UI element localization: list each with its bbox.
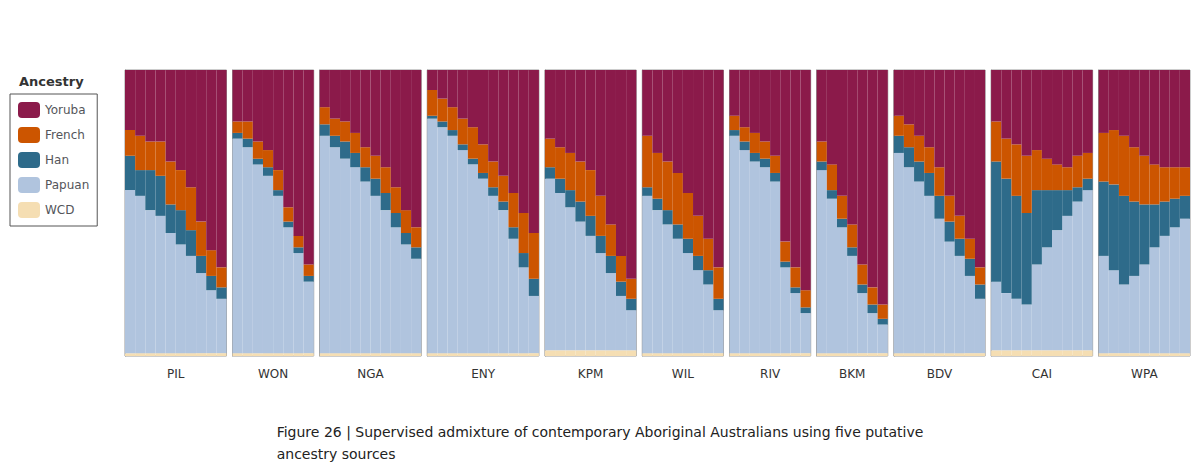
- svg-text:Han: Han: [45, 153, 69, 167]
- svg-text:ENY: ENY: [471, 367, 496, 381]
- svg-text:NGA: NGA: [357, 367, 384, 381]
- svg-text:WPA: WPA: [1131, 367, 1158, 381]
- svg-text:Yoruba: Yoruba: [44, 103, 86, 117]
- svg-text:WIL: WIL: [672, 367, 694, 381]
- svg-text:ancestry sources: ancestry sources: [277, 446, 396, 462]
- svg-text:PIL: PIL: [167, 367, 185, 381]
- svg-text:Ancestry: Ancestry: [19, 74, 84, 89]
- svg-text:BKM: BKM: [839, 367, 865, 381]
- svg-text:RIV: RIV: [760, 367, 781, 381]
- svg-text:French: French: [45, 128, 85, 142]
- svg-text:Figure 26 | Supervised admixtu: Figure 26 | Supervised admixture of cont…: [277, 424, 924, 441]
- svg-text:KPM: KPM: [578, 367, 603, 381]
- svg-text:BDV: BDV: [927, 367, 953, 381]
- svg-text:Papuan: Papuan: [45, 178, 89, 192]
- svg-text:WCD: WCD: [45, 203, 74, 217]
- svg-text:WON: WON: [258, 367, 288, 381]
- svg-text:CAI: CAI: [1032, 367, 1052, 381]
